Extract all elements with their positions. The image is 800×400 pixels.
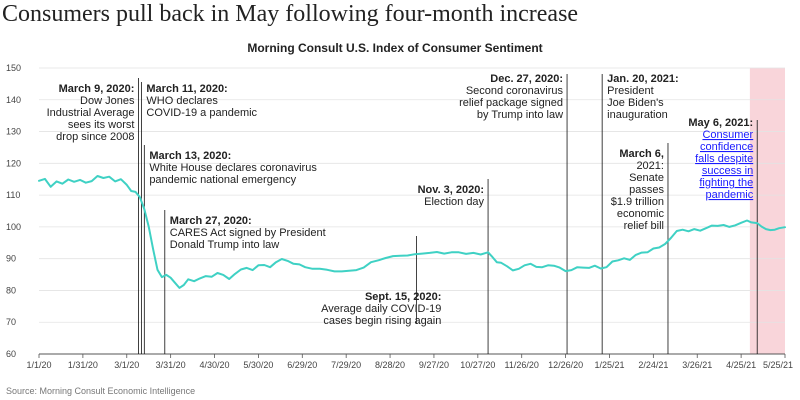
- annotation-title: March 27, 2020:: [170, 215, 252, 227]
- x-tick-label: 12/26/20: [548, 360, 583, 370]
- x-tick-label: 3/31/20: [156, 360, 186, 370]
- x-tick-label: 11/26/20: [505, 360, 539, 370]
- y-tick-label: 80: [6, 285, 16, 295]
- annotation-text: relief bill: [624, 220, 664, 232]
- annotation-title: March 13, 2020:: [149, 150, 231, 162]
- y-tick-label: 150: [6, 63, 21, 73]
- y-tick-label: 120: [6, 158, 21, 168]
- annotation-text: fighting the: [699, 177, 753, 189]
- annotation-title: March 9, 2020:: [59, 83, 135, 95]
- annotation-text: by Trump into law: [477, 109, 563, 121]
- annotation-text: Donald Trump into law: [170, 239, 279, 251]
- x-tick-label: 3/1/20: [114, 360, 139, 370]
- y-tick-label: 140: [6, 95, 21, 105]
- annotation-title: Dec. 27, 2020:: [490, 73, 563, 85]
- annotation-title: Nov. 3, 2020:: [418, 184, 484, 196]
- y-tick-label: 60: [6, 349, 16, 359]
- annotation-text: inauguration: [607, 109, 668, 121]
- annotation-text: success in: [702, 165, 753, 177]
- x-tick-label: 4/25/21: [726, 360, 756, 370]
- annotation-text: drop since 2008: [56, 131, 134, 143]
- y-tick-label: 130: [6, 127, 21, 137]
- annotation-title: March 6,: [619, 148, 664, 160]
- annotation-text: COVID-19 a pandemic: [146, 107, 257, 119]
- annotation-text: $1.9 trillion: [611, 196, 664, 208]
- annotation-text: White House declares coronavirus: [149, 162, 317, 174]
- x-tick-label: 5/30/20: [243, 360, 273, 370]
- source-note: Source: Morning Consult Economic Intelli…: [6, 386, 195, 396]
- y-tick-label: 110: [6, 190, 20, 200]
- x-tick-label: 1/25/21: [594, 360, 624, 370]
- annotation-text: cases begin rising again: [323, 315, 441, 327]
- annotation-title: March 11, 2020:: [146, 83, 227, 95]
- x-tick-label: 8/28/20: [375, 360, 405, 370]
- annotation-title: Sept. 15, 2020:: [365, 291, 441, 303]
- annotation-text: Consumer: [702, 129, 753, 141]
- annotation-title: Jan. 20, 2021:: [607, 73, 679, 85]
- y-tick-label: 100: [6, 222, 21, 232]
- x-tick-label: 7/29/20: [331, 360, 361, 370]
- y-tick-label: 70: [6, 317, 16, 327]
- x-tick-label: 9/27/20: [419, 360, 449, 370]
- annotation-text: sees its worst: [68, 119, 135, 131]
- grid-layer: [39, 67, 785, 323]
- chart-title: Morning Consult U.S. Index of Consumer S…: [247, 41, 542, 55]
- annotation-text: Average daily COVID-19: [321, 303, 441, 315]
- x-tick-label: 6/29/20: [287, 360, 317, 370]
- x-tick-label: 5/25/21: [763, 360, 793, 370]
- x-tick-label: 4/30/20: [200, 360, 230, 370]
- x-tick-label: 1/1/20: [26, 360, 51, 370]
- x-tick-label: 2/24/21: [638, 360, 668, 370]
- annotation-text: falls despite: [695, 153, 753, 165]
- x-tick-label: 1/31/20: [68, 360, 98, 370]
- annotation-text: pandemic national emergency: [149, 174, 296, 186]
- series-line: [38, 175, 786, 289]
- annotation-title: May 6, 2021:: [688, 117, 753, 129]
- annotation-text: President: [607, 85, 653, 97]
- series-layer: [38, 175, 786, 289]
- annotation-text: relief package signed: [459, 97, 563, 109]
- annotation-text: 2021:: [636, 160, 664, 172]
- annotation-text: CARES Act signed by President: [170, 227, 326, 239]
- annotation-text: pandemic: [706, 189, 754, 201]
- x-tick-label: 3/26/21: [682, 360, 712, 370]
- annotation-text: Dow Jones: [80, 95, 135, 107]
- annotation-text: Senate: [629, 172, 664, 184]
- x-tick-label: 10/27/20: [460, 360, 495, 370]
- y-tick-label: 90: [6, 254, 16, 264]
- annotation-text: WHO declares: [146, 95, 218, 107]
- page-headline: Consumers pull back in May following fou…: [2, 1, 579, 27]
- annotation-text: economic: [617, 208, 665, 220]
- axes-layer: 60 70 80 90 100 110 120 130 140 150 1/1/20 1/31/20 3…: [6, 63, 793, 370]
- annotation-text: Second coronavirus: [466, 85, 564, 97]
- event-lines-layer: [138, 74, 758, 354]
- annotation-text: Election day: [424, 196, 484, 208]
- highlight-layer: [749, 68, 785, 354]
- annotation-text: Joe Biden's: [607, 97, 664, 109]
- annotation-text: Industrial Average: [47, 107, 135, 119]
- annotation-text: confidence: [700, 141, 753, 153]
- highlight-band: [749, 68, 785, 354]
- annotation-text: passes: [629, 184, 664, 196]
